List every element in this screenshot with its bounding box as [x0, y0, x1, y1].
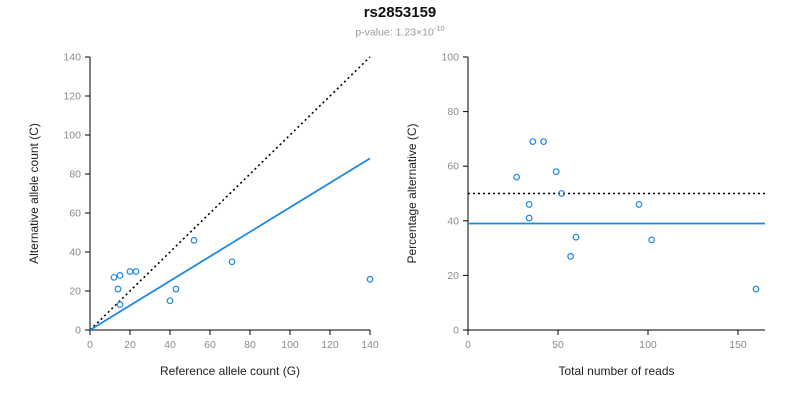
y-tick-label: 40 — [447, 215, 459, 227]
y-tick-label: 140 — [63, 52, 81, 64]
percentage-vs-reads-scatter-plot: 0 50 100 150 0 20 40 60 80 100 Total number of rea… — [405, 52, 765, 378]
x-tick-label: 80 — [244, 339, 256, 351]
pvalue-base: 1.23×10 — [395, 26, 434, 39]
data-point — [116, 271, 124, 279]
plot-subtitle: p-value: 1.23×10-10 — [0, 22, 800, 40]
y-tick-label: 120 — [63, 91, 81, 103]
data-point — [635, 201, 643, 208]
data-point — [366, 275, 374, 283]
x-tick-label: 50 — [552, 339, 564, 351]
x-tick-label: 0 — [465, 339, 471, 351]
data-point — [116, 301, 124, 309]
x-tick-label: 40 — [164, 339, 176, 351]
data-point — [228, 258, 236, 266]
x-tick-label: 60 — [204, 339, 216, 351]
data-point — [132, 268, 140, 275]
y-tick-label: 80 — [447, 106, 459, 118]
data-point — [648, 236, 656, 244]
x-tick-label: 100 — [639, 339, 657, 351]
y-tick-label: 100 — [63, 130, 81, 142]
identity-line — [89, 56, 371, 331]
y-tick-label: 20 — [447, 270, 459, 282]
pvalue-exponent: -10 — [433, 24, 445, 33]
plot-title: rs2853159 — [363, 4, 437, 21]
data-point — [166, 297, 174, 305]
data-point — [525, 214, 533, 222]
y-tick-label: 20 — [69, 286, 81, 298]
data-point — [572, 233, 580, 241]
x-tick-label: 150 — [729, 339, 747, 351]
x-axis-title: Reference allele count (G) — [160, 364, 300, 378]
y-tick-label: 0 — [453, 325, 459, 337]
x-tick-label: 120 — [321, 339, 339, 351]
data-point — [752, 285, 760, 293]
y-tick-label: 80 — [69, 169, 81, 181]
y-tick-label: 60 — [69, 208, 81, 220]
figure-header: rs2853159 p-value: 1.23×10-10 — [0, 4, 800, 40]
y-tick-label: 100 — [441, 52, 459, 64]
y-axis-title: Alternative allele count (C) — [27, 123, 41, 264]
x-axis-title: Total number of reads — [558, 364, 674, 378]
data-point — [190, 236, 198, 244]
pvalue-prefix: p-value: — [355, 26, 396, 39]
data-point — [558, 190, 566, 197]
data-point — [110, 273, 118, 281]
data-point — [529, 138, 537, 146]
data-point — [540, 138, 548, 146]
y-tick-label: 40 — [69, 247, 81, 259]
y-tick-label: 0 — [75, 325, 81, 337]
x-tick-label: 20 — [124, 339, 136, 351]
allele-count-scatter-plot: 0 20 40 60 80 100 120 140 0 20 40 60 80 100 120 140 Refe… — [27, 52, 379, 379]
data-point — [525, 201, 533, 208]
data-point — [513, 173, 520, 181]
fit-line — [89, 157, 371, 331]
data-point — [126, 268, 134, 275]
data-point — [114, 285, 122, 293]
data-point — [552, 168, 560, 176]
y-axis-title: Percentage alternative (C) — [405, 123, 419, 263]
x-tick-label: 100 — [281, 339, 299, 351]
data-point — [567, 252, 575, 260]
x-tick-label: 0 — [87, 339, 93, 351]
y-tick-label: 60 — [447, 161, 459, 173]
x-tick-label: 140 — [361, 339, 379, 351]
data-point — [172, 285, 180, 293]
